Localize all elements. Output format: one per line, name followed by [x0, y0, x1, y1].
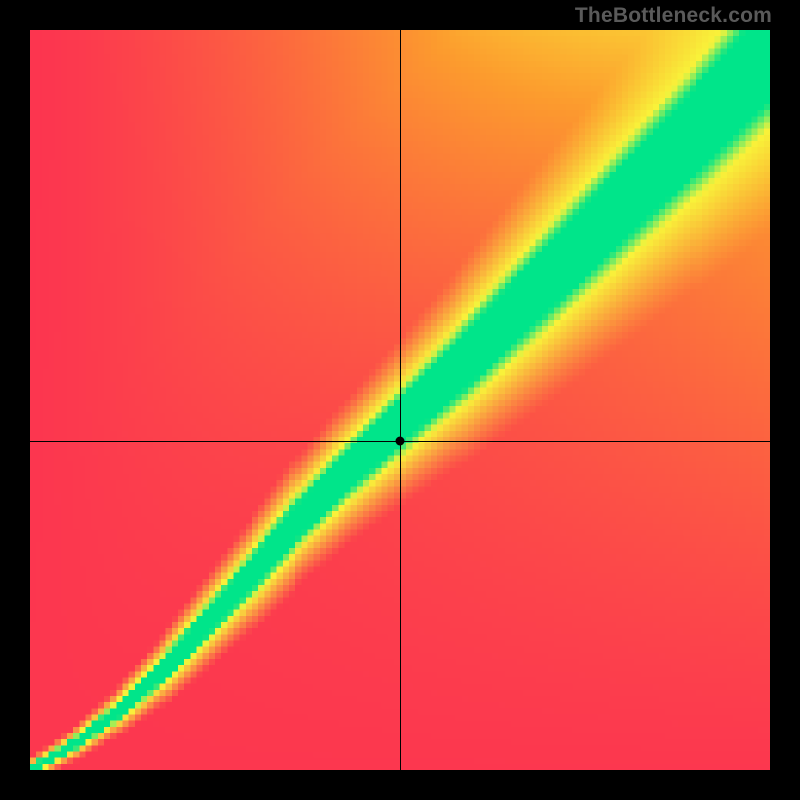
crosshair-vertical — [400, 30, 401, 770]
plot-area — [30, 30, 770, 770]
watermark-text: TheBottleneck.com — [575, 4, 772, 28]
crosshair-marker-dot — [396, 436, 405, 445]
root-container: { "watermark": { "text": "TheBottleneck.… — [0, 0, 800, 800]
